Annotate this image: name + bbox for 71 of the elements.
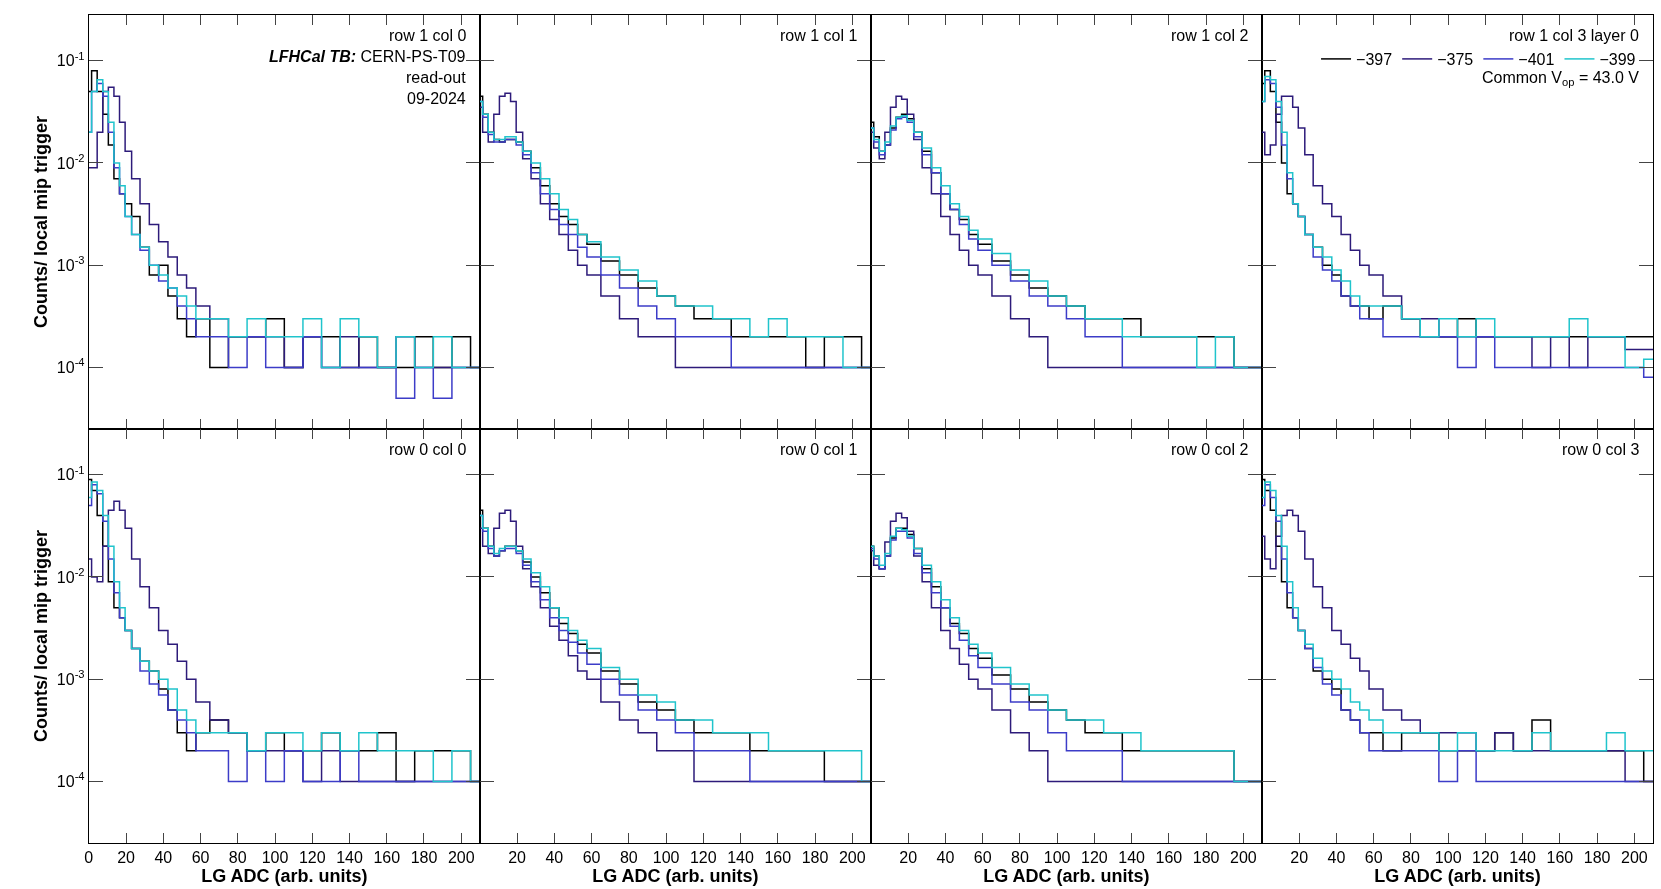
legend-label: −375 xyxy=(1437,51,1474,69)
x-tick-label: 40 xyxy=(545,849,564,867)
annotation: row 1 col 0 xyxy=(389,27,467,44)
annotation: row 1 col 2 xyxy=(1171,27,1249,44)
x-tick-label: 60 xyxy=(582,849,601,867)
x-tick-label: 140 xyxy=(727,849,754,867)
x-tick-label: 200 xyxy=(838,849,866,867)
annotation: Common V$_{op}$ = 43.0 V xyxy=(1482,69,1640,89)
x-tick-label: 20 xyxy=(899,849,918,867)
x-tick-label: 180 xyxy=(1192,849,1220,867)
x-tick-label: 160 xyxy=(1155,849,1183,867)
x-tick-label: 40 xyxy=(936,849,955,867)
y-tick-label: 10$^{-4}$ xyxy=(56,356,85,377)
x-tick-label: 180 xyxy=(410,849,438,867)
y-tick-label: 10$^{-4}$ xyxy=(56,770,85,791)
y-axis-title: Counts/ local mip trigger xyxy=(31,115,52,329)
x-tick-label: 40 xyxy=(154,849,173,867)
x-tick-label: 100 xyxy=(261,849,289,867)
x-tick-label: 80 xyxy=(1010,849,1029,867)
y-axis-title: Counts/ local mip trigger xyxy=(31,529,52,743)
y-tick-label: 10$^{-3}$ xyxy=(56,668,85,688)
annotation: row 1 col 3 layer 0 xyxy=(1509,27,1639,44)
x-axis-title: LG ADC (arb. units) xyxy=(201,866,368,887)
x-tick-label: 100 xyxy=(1043,849,1071,867)
x-tick-label: 60 xyxy=(191,849,210,867)
annotation: row 0 col 1 xyxy=(780,441,858,458)
x-tick-label: 200 xyxy=(447,849,475,867)
annotation: read-out xyxy=(406,69,467,86)
x-tick-label: 80 xyxy=(228,849,247,867)
x-tick-label: 0 xyxy=(84,849,94,867)
y-tick-label: 10$^{-3}$ xyxy=(56,254,85,274)
x-tick-label: 80 xyxy=(1402,849,1420,867)
x-tick-label: 180 xyxy=(1583,849,1611,867)
legend-label: −399 xyxy=(1599,51,1636,69)
y-tick-label: 10$^{-2}$ xyxy=(56,151,85,172)
annotation: row 1 col 1 xyxy=(780,27,858,44)
x-tick-label: 20 xyxy=(117,849,136,867)
x-tick-label: 160 xyxy=(373,849,401,867)
annotation: 09-2024 xyxy=(407,90,466,107)
x-axis-title: LG ADC (arb. units) xyxy=(592,866,759,887)
annotation: row 0 col 3 xyxy=(1562,441,1640,458)
x-tick-label: 160 xyxy=(764,849,792,867)
y-tick-label: 10$^{-1}$ xyxy=(56,49,85,70)
x-tick-label: 120 xyxy=(689,849,717,867)
annotation: LFHCal TB: CERN-PS-T09 xyxy=(269,48,466,65)
annotation: row 0 col 0 xyxy=(389,441,467,458)
x-tick-label: 40 xyxy=(1327,849,1346,867)
x-tick-label: 140 xyxy=(1509,849,1537,867)
x-tick-label: 120 xyxy=(298,849,326,867)
x-tick-label: 180 xyxy=(801,849,829,867)
x-tick-label: 120 xyxy=(1472,849,1499,867)
legend-label: −401 xyxy=(1518,51,1555,69)
x-tick-label: 80 xyxy=(619,849,638,867)
x-tick-label: 100 xyxy=(652,849,680,867)
y-tick-label: 10$^{-1}$ xyxy=(56,463,85,484)
x-tick-label: 20 xyxy=(1290,849,1309,867)
x-axis-title: LG ADC (arb. units) xyxy=(1374,866,1541,887)
x-tick-label: 140 xyxy=(1118,849,1146,867)
x-tick-label: 100 xyxy=(1434,849,1462,867)
x-tick-label: 20 xyxy=(508,849,527,867)
x-tick-label: 60 xyxy=(973,849,992,867)
y-tick-label: 10$^{-2}$ xyxy=(56,565,85,586)
legend-label: −397 xyxy=(1356,51,1393,69)
annotation: row 0 col 2 xyxy=(1171,441,1249,458)
x-axis-title: LG ADC (arb. units) xyxy=(983,866,1150,887)
x-tick-label: 120 xyxy=(1081,849,1108,867)
x-tick-label: 60 xyxy=(1364,849,1383,867)
x-tick-label: 140 xyxy=(336,849,363,867)
x-tick-label: 200 xyxy=(1621,849,1648,867)
x-tick-label: 200 xyxy=(1229,849,1257,867)
x-tick-label: 160 xyxy=(1546,849,1574,867)
